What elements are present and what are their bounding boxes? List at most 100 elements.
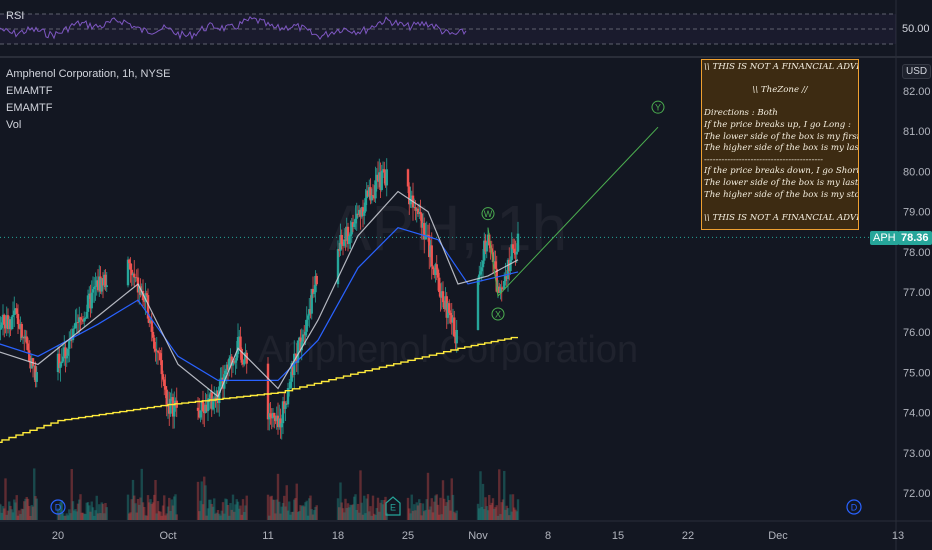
candle-body (418, 212, 421, 214)
volume-bar (6, 510, 10, 520)
volume-bar (446, 495, 450, 520)
volume-bar (346, 503, 350, 520)
candle-body (101, 278, 105, 286)
volume-bar (65, 513, 68, 520)
candle-body (173, 404, 176, 417)
candle-body (443, 302, 446, 310)
x-tick-label: 15 (612, 530, 624, 542)
candle-body (16, 313, 20, 325)
volume-bar (275, 499, 278, 520)
volume-bar (479, 471, 482, 520)
volume-bar (61, 513, 65, 520)
candle-body (430, 245, 433, 267)
volume-bar (375, 508, 378, 520)
candle-body (346, 226, 350, 245)
volume-bar (448, 500, 451, 520)
candle-body (438, 277, 441, 293)
symbol-title[interactable]: Amphenol Corporation, 1h, NYSE (6, 68, 171, 80)
candle-body (165, 389, 168, 407)
y-tick-label: 75.00 (903, 367, 931, 379)
candle-body (233, 360, 236, 363)
volume-bar (356, 503, 360, 520)
volume-bar (229, 503, 232, 520)
candle-body (0, 322, 3, 328)
candle-body (476, 279, 480, 330)
volume-bar (146, 495, 150, 520)
candle-body (444, 296, 447, 310)
candle-body (294, 353, 297, 355)
candle-body (5, 315, 8, 329)
candle-body (353, 223, 356, 227)
volume-bar (490, 502, 493, 520)
candle-body (365, 190, 368, 199)
candle-body (514, 252, 517, 255)
candle-body (66, 348, 70, 356)
volume-bar (126, 494, 130, 520)
candle-body (336, 249, 340, 285)
candle-body (230, 356, 233, 366)
candle-body (269, 413, 272, 418)
volume-bar (18, 510, 21, 520)
candle-body (83, 318, 86, 322)
currency-button[interactable]: USD (902, 64, 932, 79)
candle-body (56, 353, 60, 373)
candle-body (78, 317, 81, 323)
volume-bar (206, 508, 210, 520)
volume-bar (98, 504, 101, 520)
rsi-title[interactable]: RSI (6, 10, 25, 22)
wave-label-circle (481, 207, 495, 221)
candle-body (275, 415, 278, 422)
volume-bar (90, 501, 93, 520)
volume-bar (211, 506, 215, 520)
candle-body (491, 252, 495, 263)
candle-body (354, 218, 357, 224)
volume-bar (20, 508, 23, 520)
volume-bar (31, 506, 35, 520)
volume-bar (499, 514, 502, 520)
candle-body (25, 336, 28, 344)
volume-bar (445, 502, 448, 520)
candle-body (383, 169, 386, 173)
indicator-ema-2[interactable]: EMAMTF (6, 102, 53, 114)
ema-fast-line (0, 190, 519, 398)
candle-body (314, 275, 317, 293)
volume-bar (441, 480, 445, 520)
candle-body (453, 317, 456, 337)
candle-body (495, 268, 498, 292)
candle-body (19, 323, 22, 329)
candle-body (199, 410, 202, 418)
trading-note-box[interactable]: \\ THIS IS NOT A FINANCIAL ADVICE // \\ … (701, 59, 859, 230)
candle-body (94, 286, 97, 288)
volume-bar (454, 513, 457, 520)
candle-body (423, 223, 426, 240)
candle-body (138, 286, 141, 293)
candle-body (135, 277, 138, 279)
candle-body (448, 303, 451, 313)
volume-bar (221, 502, 225, 520)
candle-body (415, 208, 418, 211)
volume-bar (368, 511, 371, 520)
volume-bar (196, 481, 200, 520)
volume-bar (488, 494, 491, 520)
candle-body (26, 343, 30, 351)
indicator-ema-1[interactable]: EMAMTF (6, 85, 53, 97)
candle-body (359, 209, 362, 217)
volume-bar (11, 512, 15, 520)
candle-body (304, 331, 307, 336)
candle-body (431, 266, 435, 270)
candle-body (355, 213, 358, 219)
volume-bar (164, 515, 167, 520)
candle-body (291, 363, 295, 375)
indicator-volume[interactable]: Vol (6, 119, 22, 131)
volume-bar (415, 502, 418, 520)
candle-body (139, 286, 142, 295)
candle-body (238, 336, 241, 338)
candle-body (13, 310, 16, 316)
candle-body (279, 418, 282, 428)
volume-bar (63, 515, 66, 520)
volume-bar (418, 499, 421, 520)
volume-bar (234, 504, 237, 520)
volume-bar (5, 514, 8, 520)
candle-body (440, 291, 443, 298)
candle-body (373, 195, 376, 199)
